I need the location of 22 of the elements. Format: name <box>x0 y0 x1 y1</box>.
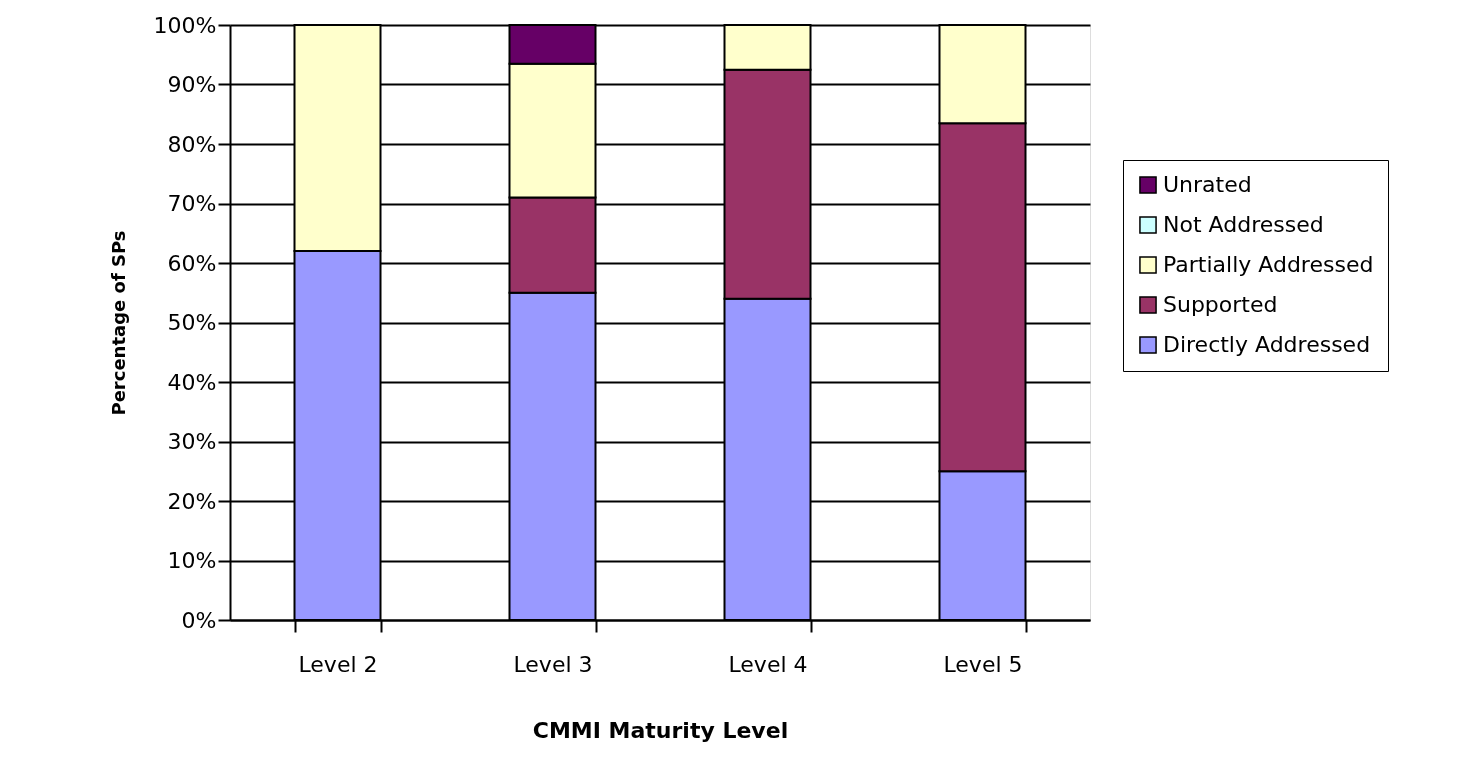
legend-label: Supported <box>1163 292 1278 317</box>
y-tick-label: 40% <box>167 369 217 395</box>
x-tick-label: Level 3 <box>513 651 593 677</box>
legend-label: Not Addressed <box>1163 212 1324 237</box>
y-tick-label: 60% <box>167 250 217 276</box>
y-tick-label: 80% <box>167 131 217 157</box>
x-tick-label: Level 2 <box>298 651 378 677</box>
x-tick-label: Level 4 <box>728 651 808 677</box>
y-tick-label: 20% <box>167 488 217 514</box>
x-tick-label: Level 5 <box>943 651 1023 677</box>
y-tick-label: 100% <box>153 12 217 38</box>
x-axis-title: CMMI Maturity Level <box>532 717 789 743</box>
y-tick-label: 0% <box>181 607 217 633</box>
legend-label: Partially Addressed <box>1163 252 1374 277</box>
y-axis-title: Percentage of SPs <box>107 230 129 416</box>
legend-label: Directly Addressed <box>1163 332 1371 357</box>
legend-label: Unrated <box>1163 172 1252 197</box>
y-tick-label: 10% <box>167 548 217 573</box>
y-tick-label: 70% <box>167 191 217 216</box>
y-tick-label: 30% <box>167 429 217 454</box>
y-tick-label: 90% <box>167 72 217 97</box>
y-tick-label: 50% <box>167 310 217 335</box>
